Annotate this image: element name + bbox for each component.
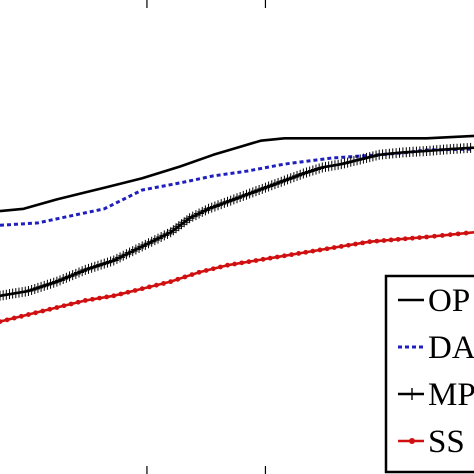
legend-marker-mp: [406, 388, 418, 400]
series-ss-marker-21: [146, 284, 152, 290]
series-mp-marker-60: [181, 215, 192, 226]
series-ss-marker-43: [303, 249, 309, 255]
series-ss-marker-60: [424, 234, 429, 240]
series-ss-marker-40: [282, 253, 287, 259]
series-ss-marker-34: [239, 260, 245, 266]
series-ss-marker-31: [218, 264, 223, 270]
series-ss-marker-48: [338, 244, 344, 249]
series-ss-marker-46: [324, 246, 330, 252]
series-ss-marker-13: [90, 296, 95, 302]
series-ss-marker-38: [267, 255, 273, 261]
series-ss-marker-35: [246, 259, 252, 265]
series-ss-marker-22: [154, 282, 159, 288]
series-ss-marker-59: [417, 235, 422, 240]
series-ss-marker-29: [203, 268, 209, 273]
series-ss-marker-12: [82, 298, 88, 303]
legend-entry-op: OP: [398, 283, 470, 319]
series-mp-marker-56: [171, 223, 182, 234]
series-op-line: [0, 134, 474, 213]
series-mp-marker-0: [0, 290, 5, 301]
legend-entry-ss: SS: [398, 424, 465, 460]
series-ss-marker-33: [232, 261, 238, 267]
series-ss-marker-18: [125, 289, 131, 295]
series-op: [0, 134, 474, 213]
series-ss-marker-15: [104, 294, 110, 300]
legend-label-mp: MP: [428, 377, 474, 413]
series-ss-marker-37: [260, 256, 266, 262]
series-ss-marker-49: [345, 242, 351, 248]
series-ss-marker-20: [139, 286, 145, 292]
legend-items: OP DA MP SS: [398, 283, 474, 460]
series-ss-marker-10: [68, 301, 74, 307]
series-ss-marker-16: [111, 293, 117, 299]
series-ss-marker-24: [168, 279, 174, 285]
series-ss-marker-2: [11, 315, 17, 321]
series-ss-marker-58: [409, 235, 415, 241]
legend: OP DA MP SS: [384, 274, 474, 474]
series-ss-marker-47: [331, 245, 337, 250]
series-ss-marker-63: [447, 232, 453, 238]
series-mp-marker-58: [176, 219, 187, 230]
series-ss-marker-41: [289, 252, 294, 258]
series-ss-marker-17: [118, 291, 124, 297]
series-ss-marker-55: [388, 237, 394, 243]
legend-entry-da: DA: [398, 330, 474, 366]
series-ss-marker-54: [381, 238, 387, 243]
legend-box: [384, 274, 474, 474]
series-ss-marker-39: [274, 254, 280, 260]
series-da: [0, 147, 474, 227]
series-ss-marker-50: [353, 241, 358, 247]
series-ss-marker-32: [225, 262, 230, 268]
series-ss-marker-62: [440, 233, 445, 238]
series-ss-marker-8: [54, 305, 60, 310]
series-ss-marker-64: [455, 231, 461, 237]
series-mp-marker-55: [168, 225, 179, 236]
series-ss-marker-5: [33, 310, 38, 316]
series-ss-marker-53: [374, 238, 380, 244]
series-ss-marker-0: [0, 319, 3, 324]
series-ss-marker-51: [360, 240, 366, 246]
series-layer: [0, 134, 474, 324]
series-ss-marker-1: [4, 317, 10, 323]
series-ss-marker-7: [47, 306, 53, 312]
series-ss-marker-61: [432, 233, 437, 239]
series-ss: [0, 230, 474, 324]
legend-label-ss: SS: [428, 424, 465, 460]
legend-label-da: DA: [428, 330, 474, 366]
series-ss-marker-25: [175, 276, 181, 282]
series-ss-marker-28: [196, 269, 202, 275]
series-mp-marker-54: [165, 227, 176, 238]
series-ss-marker-57: [402, 236, 408, 242]
series-ss-marker-6: [40, 308, 46, 314]
series-ss-marker-4: [26, 312, 31, 317]
legend-entry-mp: MP: [398, 377, 474, 413]
series-ss-marker-3: [18, 313, 24, 319]
series-ss-marker-30: [210, 266, 216, 272]
series-ss-marker-19: [132, 288, 138, 293]
series-mp-marker-57: [173, 221, 184, 232]
series-ss-marker-36: [253, 258, 259, 263]
series-da-line: [0, 147, 474, 227]
series-mp-marker-59: [179, 217, 190, 228]
series-ss-marker-9: [61, 303, 67, 309]
series-mp: [0, 142, 474, 301]
series-ss-marker-44: [310, 248, 316, 254]
series-ss-marker-65: [463, 230, 469, 236]
series-ss-marker-56: [395, 236, 401, 242]
legend-label-op: OP: [428, 283, 470, 319]
series-ss-marker-52: [367, 239, 373, 245]
series-ss-marker-45: [317, 247, 323, 253]
series-ss-marker-14: [97, 295, 102, 301]
series-ss-marker-42: [296, 251, 302, 256]
series-ss-marker-27: [189, 272, 195, 277]
series-mp-marker-1: [0, 290, 9, 301]
series-ss-marker-26: [182, 274, 188, 280]
legend-marker-ss: [409, 438, 415, 444]
series-ss-marker-11: [75, 299, 81, 305]
plot-axes: [146, 0, 267, 474]
series-ss-marker-23: [161, 281, 166, 286]
